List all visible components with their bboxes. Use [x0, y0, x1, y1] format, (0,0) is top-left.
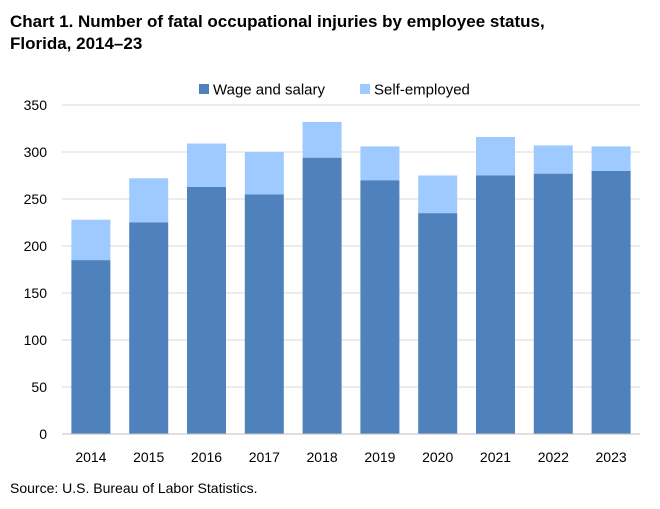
source-note: Source: U.S. Bureau of Labor Statistics. — [10, 480, 258, 496]
bar-self-employed-2023 — [591, 146, 631, 171]
x-tick-label-2015: 2015 — [133, 449, 164, 465]
y-tick-label-150: 150 — [24, 285, 48, 301]
bar-wage-and-salary-2019 — [360, 180, 400, 434]
x-tick-label-2023: 2023 — [596, 449, 627, 465]
legend-swatch-self-employed — [360, 84, 370, 94]
y-tick-label-250: 250 — [24, 191, 48, 207]
legend-label-self-employed: Self-employed — [374, 82, 470, 99]
legend: Wage and salary Self-employed — [199, 82, 470, 99]
bars — [71, 121, 631, 435]
x-tick-label-2014: 2014 — [75, 449, 106, 465]
x-tick-label-2022: 2022 — [538, 449, 569, 465]
bar-self-employed-2021 — [475, 136, 516, 176]
x-tick-label-2021: 2021 — [480, 449, 511, 465]
bar-self-employed-2019 — [360, 146, 400, 181]
bar-wage-and-salary-2016 — [186, 186, 227, 434]
chart-title: Chart 1. Number of fatal occupational in… — [10, 11, 650, 55]
y-tick-label-350: 350 — [24, 97, 48, 113]
x-tick-label-2016: 2016 — [191, 449, 222, 465]
bar-self-employed-2016 — [186, 143, 227, 187]
bar-self-employed-2014 — [71, 219, 111, 261]
bar-wage-and-salary-2015 — [129, 222, 169, 434]
bar-wage-and-salary-2021 — [475, 175, 516, 434]
chart-title-line-2: Florida, 2014–23 — [10, 34, 143, 53]
bar-self-employed-2015 — [129, 178, 169, 223]
bar-self-employed-2017 — [244, 152, 284, 195]
y-tick-label-0: 0 — [39, 426, 47, 442]
x-tick-label-2020: 2020 — [422, 449, 453, 465]
y-tick-label-300: 300 — [24, 144, 48, 160]
y-tick-label-50: 50 — [31, 379, 47, 395]
y-axis-tick-labels: 0 50 100 150 200 250 300 350 — [24, 97, 48, 442]
bar-wage-and-salary-2018 — [302, 157, 342, 434]
y-tick-label-200: 200 — [24, 238, 48, 254]
bar-self-employed-2018 — [302, 121, 342, 158]
x-tick-label-2019: 2019 — [364, 449, 395, 465]
bar-wage-and-salary-2014 — [71, 260, 111, 434]
y-tick-label-100: 100 — [24, 332, 48, 348]
chart-title-line-1: Chart 1. Number of fatal occupational in… — [10, 12, 545, 31]
legend-label-wage-and-salary: Wage and salary — [213, 82, 326, 99]
legend-swatch-wage-and-salary — [199, 84, 209, 94]
x-axis-tick-labels: 2014 2015 2016 2017 2018 2019 2020 2021 2022 2023 — [75, 449, 627, 465]
x-tick-label-2018: 2018 — [307, 449, 338, 465]
bar-wage-and-salary-2017 — [244, 194, 284, 434]
bar-wage-and-salary-2020 — [418, 213, 458, 434]
bar-wage-and-salary-2022 — [533, 173, 573, 434]
bar-wage-and-salary-2023 — [591, 170, 631, 435]
bar-self-employed-2022 — [533, 145, 573, 174]
bar-self-employed-2020 — [418, 175, 458, 214]
x-tick-label-2017: 2017 — [249, 449, 280, 465]
